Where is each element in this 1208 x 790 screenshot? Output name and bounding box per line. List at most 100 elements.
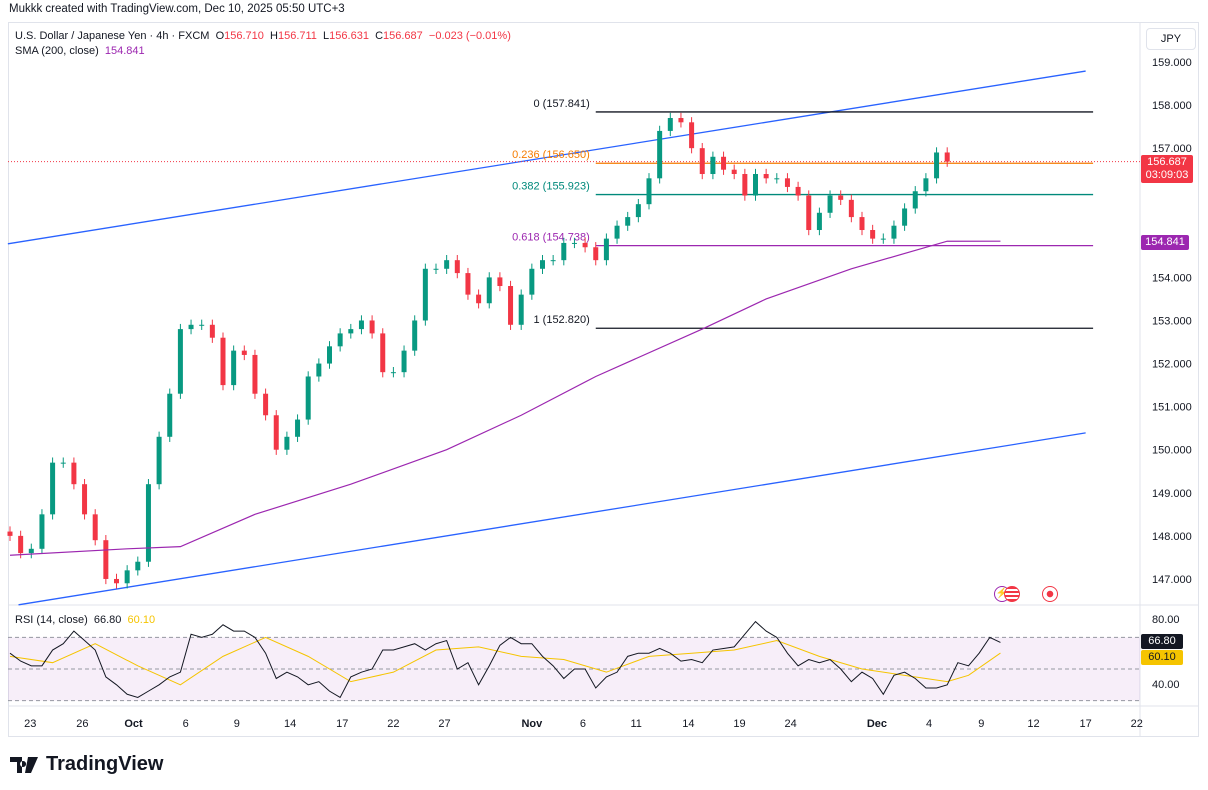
sma-label: SMA (200, close)	[15, 45, 99, 57]
candle-body	[795, 186, 801, 196]
candle-body	[944, 152, 950, 162]
sma-price-tag: 154.841	[1141, 235, 1189, 250]
candle-body	[369, 320, 375, 334]
candle-body	[774, 178, 780, 180]
tradingview-logo[interactable]: TradingView	[10, 753, 163, 776]
candle-body	[199, 324, 205, 326]
time-tick: 23	[24, 718, 36, 730]
rsi-value-tag: 66.80	[1141, 634, 1183, 649]
candle-body	[806, 195, 812, 231]
fib-level-label: 0.236 (156.650)	[512, 149, 590, 161]
fib-level-label: 0 (157.841)	[533, 98, 589, 110]
candle-body	[28, 548, 34, 554]
rsi-signal-value: 60.10	[127, 614, 156, 626]
candle-body	[710, 156, 716, 175]
time-tick: 17	[336, 718, 348, 730]
candle-body	[177, 329, 183, 394]
candle-body	[145, 484, 151, 562]
fib-level-label: 1 (152.820)	[533, 314, 589, 326]
candle-body	[731, 169, 737, 175]
time-tick: 14	[284, 718, 296, 730]
low-value: 156.631	[329, 30, 369, 42]
chart-frame	[8, 22, 1199, 737]
candle-body	[476, 294, 482, 304]
price-tick: 158.000	[1152, 100, 1192, 112]
candle-body	[838, 195, 844, 200]
time-tick: 24	[785, 718, 797, 730]
fib-level-label: 0.618 (154.738)	[512, 232, 590, 244]
time-tick: 6	[580, 718, 586, 730]
time-tick: 6	[183, 718, 189, 730]
time-tick: 17	[1080, 718, 1092, 730]
candle-body	[390, 372, 396, 374]
rsi-label: RSI (14, close)	[15, 614, 88, 626]
candle-body	[124, 570, 130, 584]
price-tick: 151.000	[1152, 402, 1192, 414]
rsi-signal-tag: 60.10	[1141, 650, 1183, 665]
channel-upper	[7, 70, 1086, 245]
candle-body	[114, 578, 119, 584]
us-flag-event-icon[interactable]	[1004, 586, 1020, 602]
candle-body	[380, 333, 386, 373]
candle-body	[337, 333, 343, 347]
candle-body	[763, 174, 769, 179]
candle-body	[859, 217, 865, 231]
logo-text: TradingView	[46, 753, 164, 775]
candle-body	[550, 260, 556, 262]
candle-body	[880, 238, 886, 240]
candle-body	[188, 324, 194, 330]
candle-body	[422, 268, 428, 321]
time-tick: Oct	[124, 718, 143, 730]
candle-body	[454, 260, 460, 274]
time-tick: 12	[1027, 718, 1039, 730]
time-tick: 9	[978, 718, 984, 730]
time-tick: 4	[926, 718, 932, 730]
candle-body	[327, 346, 332, 364]
close-value: 156.687	[383, 30, 423, 42]
time-tick: 22	[387, 718, 399, 730]
candle-body	[689, 122, 695, 149]
candle-body	[241, 350, 247, 355]
change-value: −0.023 (−0.01%)	[428, 30, 511, 42]
candle-body	[348, 329, 354, 334]
price-tick: 149.000	[1152, 488, 1192, 500]
high-value: 156.711	[277, 30, 317, 42]
time-tick: 19	[733, 718, 745, 730]
sma-200-line	[9, 240, 1001, 556]
candle-body	[156, 436, 162, 485]
candle-body	[273, 415, 279, 450]
candle-body	[923, 178, 929, 192]
candle-body	[71, 462, 77, 485]
candle-body	[263, 393, 269, 416]
rsi-legend[interactable]: RSI (14, close) 66.80 60.10	[15, 614, 155, 626]
candle-body	[742, 174, 748, 196]
chart-credit: Mukkk created with TradingView.com, Dec …	[9, 3, 345, 15]
currency-button[interactable]: JPY	[1146, 28, 1196, 50]
candle-body	[902, 208, 908, 226]
candle-body	[358, 320, 364, 330]
record-event-icon[interactable]	[1042, 586, 1058, 602]
candle-body	[305, 376, 311, 420]
candle-body	[486, 277, 492, 304]
candle-body	[635, 204, 641, 218]
candle-body	[582, 242, 588, 248]
candle-body	[561, 242, 567, 261]
time-tick: 14	[682, 718, 694, 730]
candle-body	[209, 324, 215, 338]
candle-body	[827, 195, 833, 213]
symbol-name[interactable]: U.S. Dollar / Japanese Yen · 4h · FXCM	[15, 30, 210, 42]
candle-body	[135, 561, 141, 571]
time-tick: 11	[631, 718, 642, 730]
candle-body	[18, 535, 24, 554]
high-label: H	[270, 30, 278, 42]
price-tick: 147.000	[1152, 574, 1192, 586]
last-price-tag: 156.687 03:09:03	[1141, 155, 1193, 183]
rsi-axis-80: 80.00	[1152, 614, 1180, 626]
candle-body	[103, 540, 109, 579]
candle-body	[753, 174, 758, 196]
candle-body	[7, 531, 13, 536]
sma-legend[interactable]: SMA (200, close) 154.841	[15, 45, 145, 57]
candle-body	[667, 118, 673, 131]
candle-body	[721, 156, 727, 170]
